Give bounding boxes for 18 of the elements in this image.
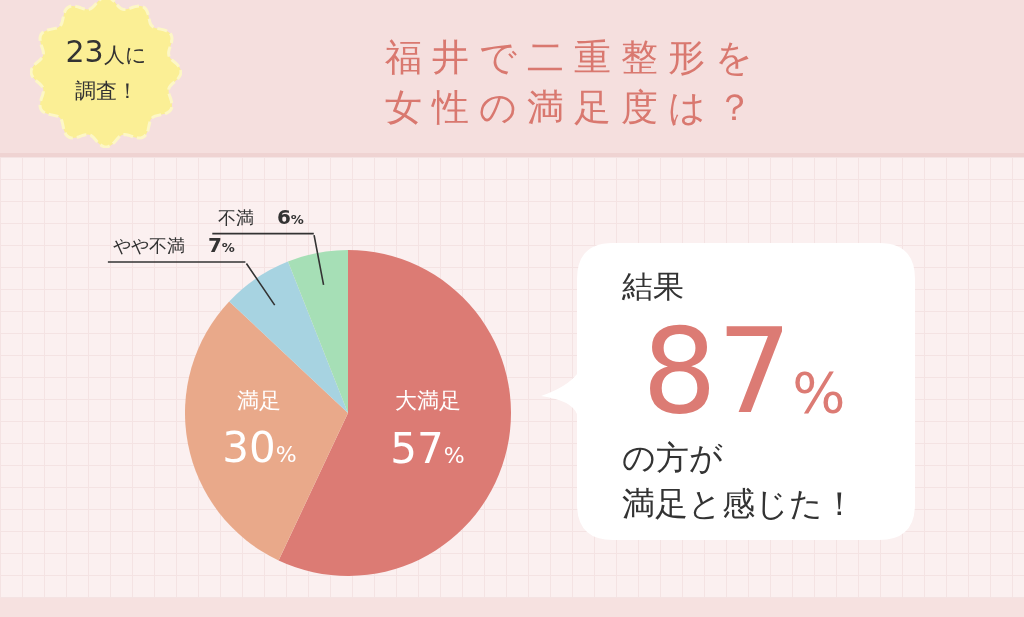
pie-slice: [229, 261, 348, 413]
data-label: 57%: [390, 424, 465, 474]
pie-slice: [288, 250, 348, 413]
text: 結果: [622, 268, 684, 305]
pie-slice: [278, 250, 511, 576]
chart-title: 福井で二重整形を女性の満足度は？: [384, 35, 764, 131]
slice-label: 不満: [218, 207, 254, 228]
text: 満足と感じた！: [622, 484, 856, 523]
slice-label: 大満足: [394, 388, 461, 414]
data-label: 6%: [276, 205, 304, 229]
data-label: 30%: [222, 423, 297, 473]
slice-label: やや不満: [113, 235, 185, 256]
pie-slice: [185, 301, 348, 561]
data-label: 7%: [207, 233, 235, 257]
text: の方が: [622, 438, 723, 477]
slice-label: 満足: [237, 387, 282, 413]
text: 23人に調査！: [64, 34, 148, 105]
text: 87%: [642, 302, 846, 440]
